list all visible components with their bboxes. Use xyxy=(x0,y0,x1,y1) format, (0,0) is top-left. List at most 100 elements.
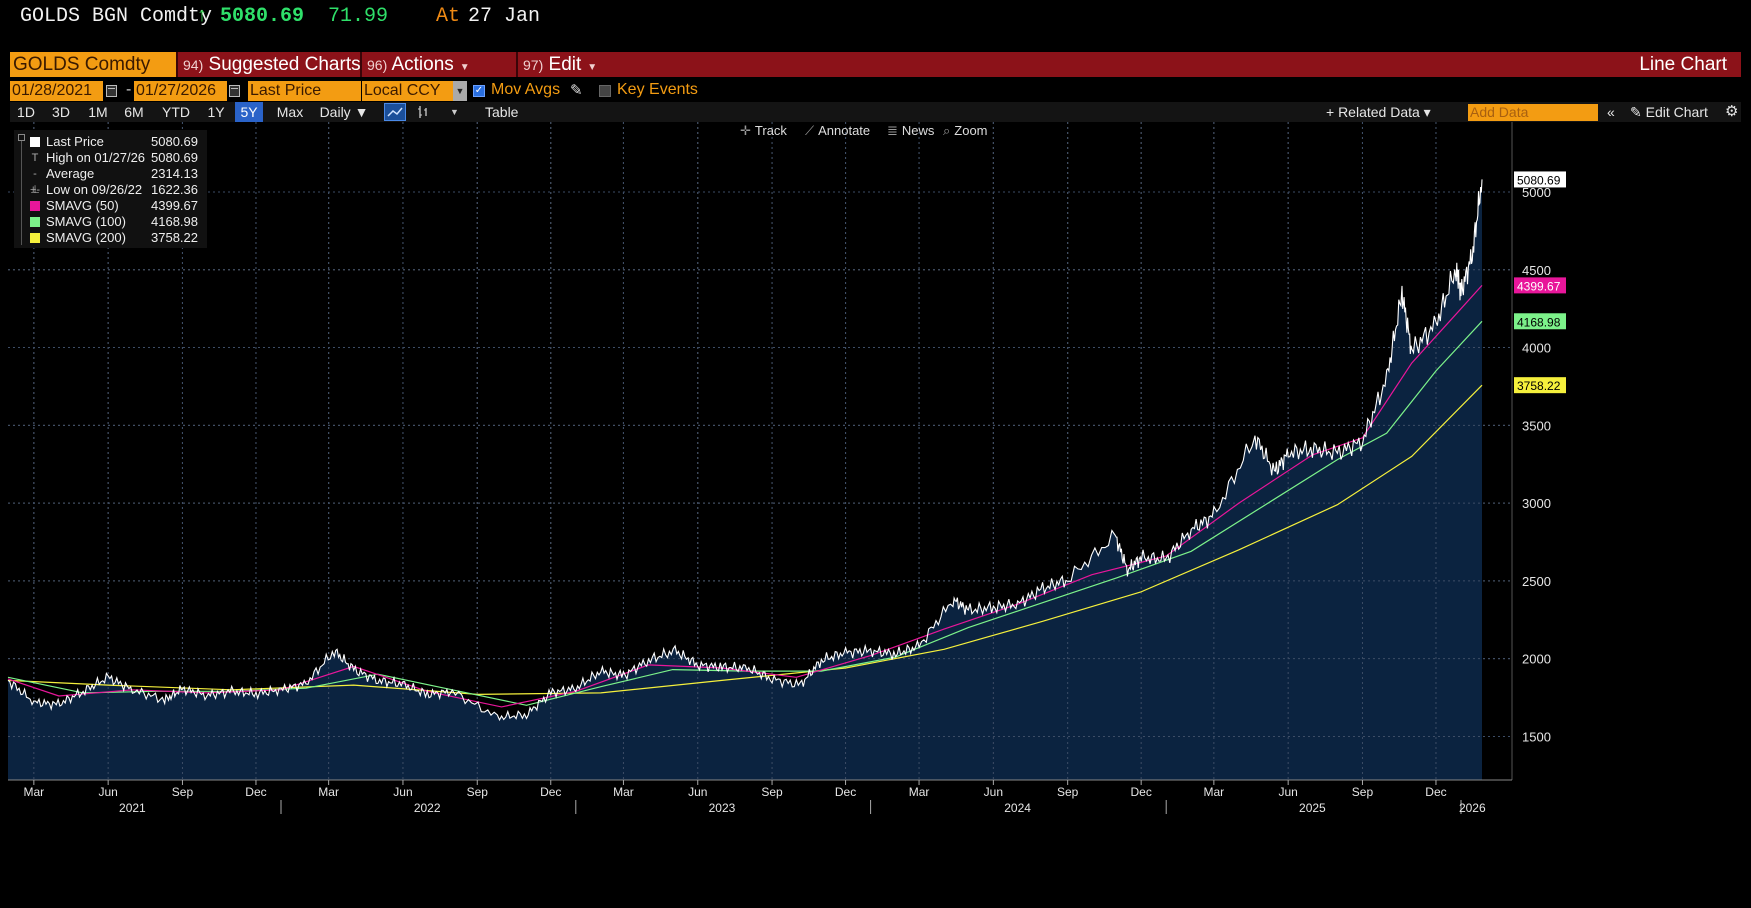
caret-down-icon: ▼ xyxy=(587,62,598,73)
legend-name: Low on 09/26/22 xyxy=(46,182,143,197)
periodicity-selector[interactable]: Daily ▼ xyxy=(319,104,369,120)
security-input[interactable]: GOLDS Comdty xyxy=(10,52,192,77)
caret-down-icon: ▼ xyxy=(459,62,470,73)
legend-swatch xyxy=(30,201,40,211)
x-year-label: 2021 xyxy=(119,801,146,815)
zoom-button[interactable]: ⌕ Zoom xyxy=(943,121,988,140)
related-data-button[interactable]: + Related Data ▾ xyxy=(1326,104,1431,120)
x-year-label: 2024 xyxy=(1004,801,1031,815)
legend-swatch xyxy=(30,217,40,227)
legend-name: High on 01/27/26 xyxy=(46,150,146,165)
edit-chart-button[interactable]: ✎ Edit Chart xyxy=(1630,102,1708,122)
actions-menu[interactable]: 96) Actions ▼ xyxy=(360,52,476,77)
y-tick-label: 4000 xyxy=(1522,341,1551,356)
last-value-tag xyxy=(1514,377,1566,394)
field-selector[interactable]: Last Price xyxy=(248,81,361,101)
legend-collapse-icon[interactable] xyxy=(18,134,25,141)
suggested-charts-menu[interactable]: 94) Suggested Charts▼ xyxy=(176,52,383,77)
timeframe-1m[interactable]: 1M xyxy=(88,104,108,120)
legend-value: 4168.98 xyxy=(151,214,198,229)
timeframe-max[interactable]: Max xyxy=(276,104,304,120)
series-line-last-price xyxy=(7,179,1483,722)
x-tick-label: Sep xyxy=(761,785,783,799)
legend-name: Average xyxy=(46,166,95,181)
date-separator: - xyxy=(126,81,132,98)
x-tick-label: Jun xyxy=(393,785,412,799)
end-date-field[interactable]: 01/27/2026 xyxy=(134,81,227,101)
pencil-icon: ✎ xyxy=(1630,104,1646,120)
menu-label: Actions xyxy=(391,54,454,75)
legend-value: 1622.36 xyxy=(151,182,198,197)
key-events-checkbox[interactable] xyxy=(599,85,611,97)
legend-item[interactable]: SMAVG (200) 3758.22 xyxy=(14,230,207,246)
table-button[interactable]: Table xyxy=(485,104,519,120)
legend-item[interactable]: ⊥ Low on 09/26/22 1622.36 xyxy=(14,182,207,198)
zoom-icon: ⌕ xyxy=(943,123,951,138)
start-date-field[interactable]: 01/28/2021 xyxy=(10,81,103,101)
x-tick-label: Dec xyxy=(1130,785,1151,799)
y-tick-label: 4500 xyxy=(1522,263,1551,278)
legend-item[interactable]: SMAVG (50) 4399.67 xyxy=(14,198,207,214)
x-tick-label: Sep xyxy=(1057,785,1079,799)
legend-item[interactable]: SMAVG (100) 4168.98 xyxy=(14,214,207,230)
x-tick-label: Jun xyxy=(984,785,1003,799)
price-change-value: 71.99 xyxy=(328,5,389,28)
timeframe-3d[interactable]: 3D xyxy=(52,104,70,120)
menu-number: 96) xyxy=(367,57,388,73)
gear-icon[interactable]: ⚙ xyxy=(1725,103,1739,120)
timeframe-5y[interactable]: 5Y xyxy=(235,102,263,122)
legend-value: 3758.22 xyxy=(151,230,198,245)
legend-name: SMAVG (200) xyxy=(46,230,126,245)
x-tick-label: Sep xyxy=(1352,785,1374,799)
y-tick-label: 3000 xyxy=(1522,496,1551,511)
x-tick-label: Dec xyxy=(540,785,561,799)
x-tick-label: Mar xyxy=(318,785,339,799)
x-tick-label: Dec xyxy=(245,785,266,799)
dropdown-arrow-icon[interactable]: ▼ xyxy=(453,81,467,101)
timeframe-1d[interactable]: 1D xyxy=(17,104,35,120)
calendar-icon[interactable] xyxy=(106,85,117,97)
pencil-icon[interactable]: ✎ xyxy=(570,82,583,99)
last-value-tag xyxy=(1514,277,1566,294)
news-button[interactable]: ≣ News xyxy=(887,121,934,140)
legend-item[interactable]: Last Price 5080.69 xyxy=(14,134,207,150)
ticker-label: GOLDS BGN Comdty xyxy=(20,5,213,28)
timeframe-1y[interactable]: 1Y xyxy=(207,104,225,120)
tool-label: News xyxy=(901,123,935,138)
x-year-label: 2023 xyxy=(709,801,736,815)
annotate-icon: ⟋ xyxy=(805,123,815,138)
line-chart-type-icon[interactable] xyxy=(384,103,406,121)
collapse-icon[interactable]: « xyxy=(1607,104,1615,120)
x-tick-label: Dec xyxy=(1425,785,1446,799)
legend-item[interactable]: -+- Average 2314.13 xyxy=(14,166,207,196)
mov-avgs-checkbox[interactable]: ✓ xyxy=(473,85,485,97)
edit-menu[interactable]: 97) Edit ▼ xyxy=(516,52,604,77)
annotate-button[interactable]: ⟋ Annotate xyxy=(805,121,870,140)
legend-swatch xyxy=(30,233,40,243)
track-button[interactable]: ✛ Track xyxy=(740,121,787,140)
x-year-label: 2022 xyxy=(414,801,441,815)
menu-label: Edit xyxy=(548,54,582,75)
timeframe-6m[interactable]: 6M xyxy=(124,104,144,120)
price-chart[interactable]: 150020002500300035004000450050005080.694… xyxy=(0,122,1751,908)
last-value-tag-text: 5080.69 xyxy=(1517,173,1561,187)
calendar-icon[interactable] xyxy=(229,85,240,97)
key-events-label[interactable]: Key Events xyxy=(617,81,698,98)
legend-swatch xyxy=(30,137,40,147)
y-tick-label: 2000 xyxy=(1522,652,1551,667)
timeframe-ytd[interactable]: YTD xyxy=(162,104,190,120)
add-data-input[interactable]: Add Data xyxy=(1468,104,1598,121)
tool-label: Annotate xyxy=(818,123,871,138)
currency-selector[interactable]: Local CCY xyxy=(362,81,453,101)
mov-avgs-label[interactable]: Mov Avgs xyxy=(491,81,561,98)
legend-name: SMAVG (50) xyxy=(46,198,119,213)
bar-chart-type-icon[interactable] xyxy=(414,103,434,121)
command-bar: GOLDS Comdty 94) Suggested Charts▼ 96) A… xyxy=(10,52,1741,77)
at-date-value: 27 Jan xyxy=(468,5,541,28)
last-value-tag-text: 4399.67 xyxy=(1517,279,1561,293)
chart-type-dropdown-icon[interactable]: ▼ xyxy=(450,107,459,117)
last-value-tag xyxy=(1514,313,1566,330)
tool-label: Track xyxy=(754,123,787,138)
legend-item[interactable]: T High on 01/27/26 5080.69 xyxy=(14,150,207,166)
menu-number: 97) xyxy=(523,57,544,73)
